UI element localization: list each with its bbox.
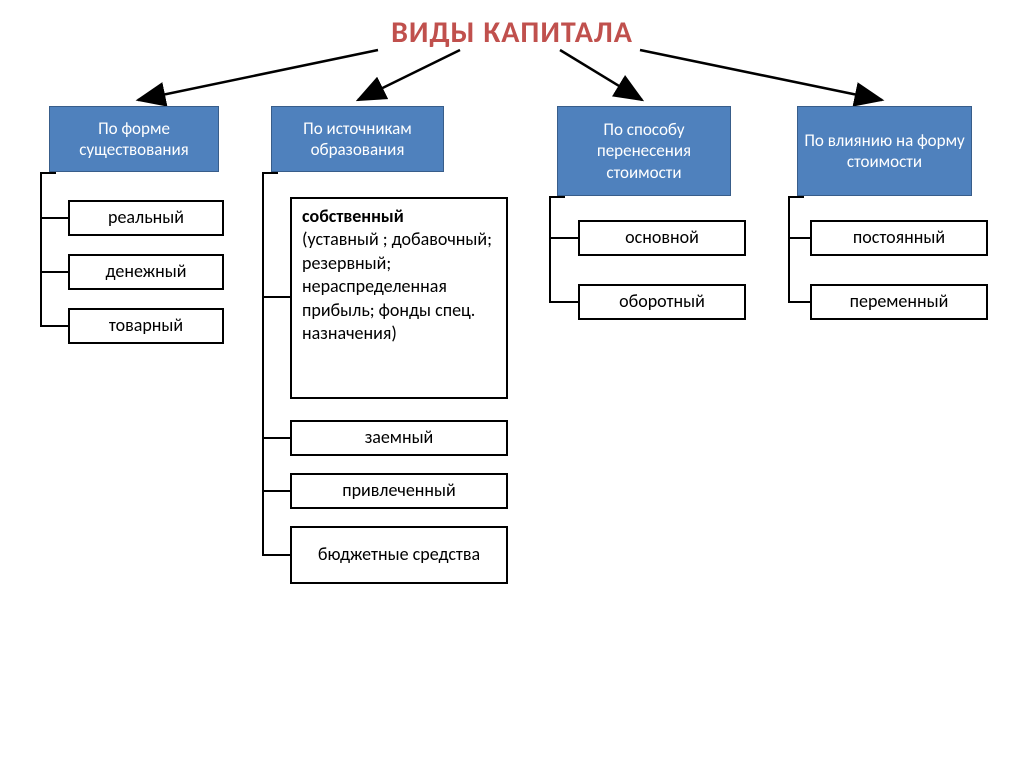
item-attracted: привлеченный: [290, 473, 508, 509]
connector: [40, 271, 68, 273]
connector: [788, 237, 810, 239]
connector: [262, 490, 290, 492]
category-form: По форме существования: [49, 106, 219, 172]
item-main: основной: [578, 220, 746, 256]
diagram-title: ВИДЫ КАПИТАЛА: [391, 14, 633, 51]
connector: [788, 196, 790, 302]
connector: [549, 196, 551, 302]
connector: [549, 196, 565, 198]
item-own-head: собственный: [302, 205, 404, 227]
item-constant: постоянный: [810, 220, 988, 256]
item-variable: переменный: [810, 284, 988, 320]
item-budget: бюджетные средства: [290, 526, 508, 584]
category-transfer: По способу перенесения стоимости: [557, 106, 731, 196]
connector: [262, 437, 290, 439]
connector: [40, 325, 68, 327]
connector: [788, 196, 804, 198]
category-source: По источникам образования: [271, 106, 444, 172]
connector: [262, 296, 290, 298]
connector: [549, 237, 578, 239]
item-real: реальный: [68, 200, 224, 236]
connector: [262, 172, 264, 555]
connector: [262, 554, 290, 556]
connector: [788, 301, 810, 303]
item-money: денежный: [68, 254, 224, 290]
connector: [549, 301, 578, 303]
item-own: собственный (уставный ; добавочный; резе…: [290, 197, 508, 399]
connector: [40, 217, 68, 219]
item-own-body: (уставный ; добавочный; резервный; нерас…: [302, 228, 492, 344]
connector: [40, 172, 56, 174]
item-loan: заемный: [290, 420, 508, 456]
item-working: оборотный: [578, 284, 746, 320]
category-influence: По влиянию на форму стоимости: [797, 106, 972, 196]
connector: [40, 172, 42, 326]
item-goods: товарный: [68, 308, 224, 344]
connector: [262, 172, 278, 174]
